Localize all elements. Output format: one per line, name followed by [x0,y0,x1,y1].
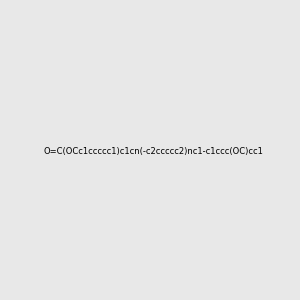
Text: O=C(OCc1ccccc1)c1cn(-c2ccccc2)nc1-c1ccc(OC)cc1: O=C(OCc1ccccc1)c1cn(-c2ccccc2)nc1-c1ccc(… [44,147,264,156]
